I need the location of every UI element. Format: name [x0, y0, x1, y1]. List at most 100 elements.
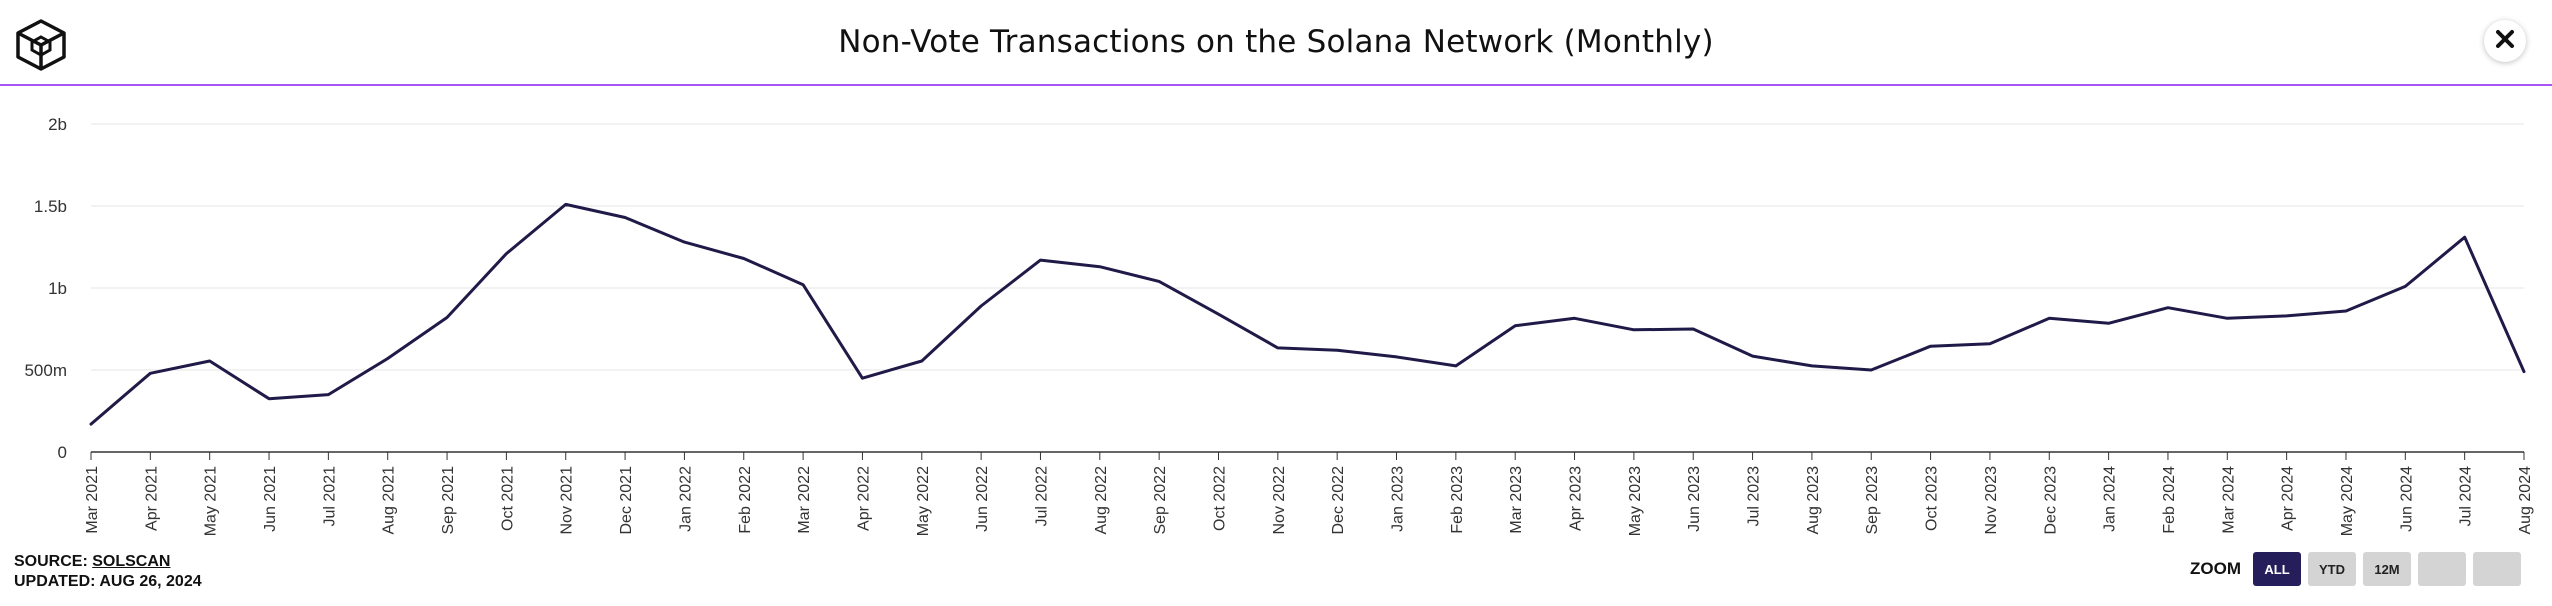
y-tick-label: 500m: [24, 361, 67, 380]
close-icon: [2494, 28, 2516, 54]
x-tick-label: Aug 2022: [1093, 466, 1110, 535]
x-tick-label: May 2022: [915, 466, 932, 536]
data-point: [1038, 258, 1042, 262]
data-point: [1098, 265, 1102, 269]
data-point: [1691, 327, 1695, 331]
data-point: [860, 376, 864, 380]
x-tick-label: Jun 2024: [2398, 466, 2415, 532]
x-tick-label: Jul 2024: [2458, 466, 2475, 527]
data-point: [682, 240, 686, 244]
x-tick-label: Apr 2024: [2280, 466, 2297, 531]
source-line: SOURCE: SOLSCAN: [14, 552, 202, 572]
data-point: [801, 283, 805, 287]
x-tick-label: Jun 2023: [1686, 466, 1703, 532]
y-tick-label: 1b: [48, 279, 67, 298]
x-tick-label: Nov 2023: [1983, 466, 2000, 535]
x-tick-label: Mar 2024: [2220, 466, 2237, 534]
close-button[interactable]: [2484, 20, 2526, 62]
x-tick-label: Feb 2024: [2161, 466, 2178, 534]
data-point: [148, 371, 152, 375]
y-tick-label: 0: [58, 443, 67, 462]
data-point: [504, 252, 508, 256]
x-tick-label: Mar 2022: [796, 466, 813, 534]
x-tick-label: Aug 2021: [381, 466, 398, 535]
data-point: [1216, 312, 1220, 316]
data-point: [979, 304, 983, 308]
x-tick-label: May 2024: [2339, 466, 2356, 536]
x-tick-label: Apr 2023: [1568, 466, 1585, 531]
data-point: [1810, 364, 1814, 368]
x-tick-label: Jan 2023: [1390, 466, 1407, 532]
x-tick-label: Jan 2024: [2102, 466, 2119, 532]
x-tick-label: Dec 2022: [1330, 466, 1347, 535]
data-point: [2225, 316, 2229, 320]
x-tick-label: Feb 2023: [1449, 466, 1466, 534]
x-tick-label: Sep 2023: [1864, 466, 1881, 535]
x-tick-label: Apr 2022: [855, 466, 872, 531]
x-tick-label: Sep 2022: [1152, 466, 1169, 535]
x-tick-label: Jan 2022: [677, 466, 694, 532]
data-point: [2285, 314, 2289, 318]
x-tick-label: Nov 2021: [559, 466, 576, 535]
x-tick-label: Apr 2021: [143, 466, 160, 531]
x-tick-label: Sep 2021: [440, 466, 457, 535]
data-point: [1395, 355, 1399, 359]
data-point: [1751, 354, 1755, 358]
x-tick-label: Jun 2022: [974, 466, 991, 532]
data-point: [1335, 348, 1339, 352]
chart-area: 0 500m 1b 1.5b 2b Mar 2021 Apr 2021 May 2021 Jun…: [0, 88, 2552, 546]
source-prefix: SOURCE:: [14, 553, 93, 570]
data-point: [1157, 279, 1161, 283]
updated-date: UPDATED: AUG 26, 2024: [14, 573, 202, 590]
series-line: [89, 202, 2526, 426]
data-point: [2522, 370, 2526, 374]
data-point: [2344, 309, 2348, 313]
x-tick-label: Nov 2022: [1271, 466, 1288, 535]
source-info: SOURCE: SOLSCAN UPDATED: AUG 26, 2024: [14, 552, 202, 592]
zoom-all-button[interactable]: ALL: [2253, 552, 2301, 586]
x-tick-label: May 2021: [203, 466, 220, 536]
data-point: [920, 359, 924, 363]
x-tick-label: Feb 2022: [737, 466, 754, 534]
y-tick-label: 1.5b: [34, 197, 67, 216]
zoom-ytd-button[interactable]: YTD: [2308, 552, 2356, 586]
x-tick-label: Oct 2023: [1924, 466, 1941, 531]
data-point: [1454, 364, 1458, 368]
x-tick-label: Mar 2023: [1508, 466, 1525, 534]
data-point: [1276, 346, 1280, 350]
data-point: [1929, 344, 1933, 348]
data-point: [89, 422, 93, 426]
x-tick-label: May 2023: [1627, 466, 1644, 536]
x-tick-label: Jul 2022: [1033, 466, 1050, 527]
x-tick-label: Aug 2023: [1805, 466, 1822, 535]
data-point: [1988, 342, 1992, 346]
data-point: [386, 357, 390, 361]
data-point: [564, 202, 568, 206]
x-tick-label: Jul 2021: [321, 466, 338, 527]
zoom-label: ZOOM: [2190, 559, 2241, 578]
x-tick-label: Oct 2022: [1211, 466, 1228, 531]
y-tick-label: 2b: [48, 115, 67, 134]
data-point: [1632, 328, 1636, 332]
x-tick-label: Dec 2023: [2042, 466, 2059, 535]
zoom-extra-button-1[interactable]: [2418, 552, 2466, 586]
data-point: [2047, 316, 2051, 320]
data-point: [623, 215, 627, 219]
data-point: [1869, 368, 1873, 372]
source-link[interactable]: SOLSCAN: [92, 553, 171, 570]
chart-title: Non-Vote Transactions on the Solana Netw…: [838, 24, 1714, 60]
zoom-extra-button-2[interactable]: [2473, 552, 2521, 586]
data-point: [326, 393, 330, 397]
data-point: [1513, 324, 1517, 328]
data-point: [1573, 316, 1577, 320]
data-point: [208, 359, 212, 363]
x-tick-label: Oct 2021: [499, 466, 516, 531]
x-tick-label: Aug 2024: [2517, 466, 2534, 535]
data-point: [445, 316, 449, 320]
zoom-12m-button[interactable]: 12M: [2363, 552, 2411, 586]
data-point: [2463, 235, 2467, 239]
data-point: [2166, 306, 2170, 310]
data-point: [742, 256, 746, 260]
zoom-controls: ZOOM ALL YTD 12M: [2190, 552, 2528, 586]
